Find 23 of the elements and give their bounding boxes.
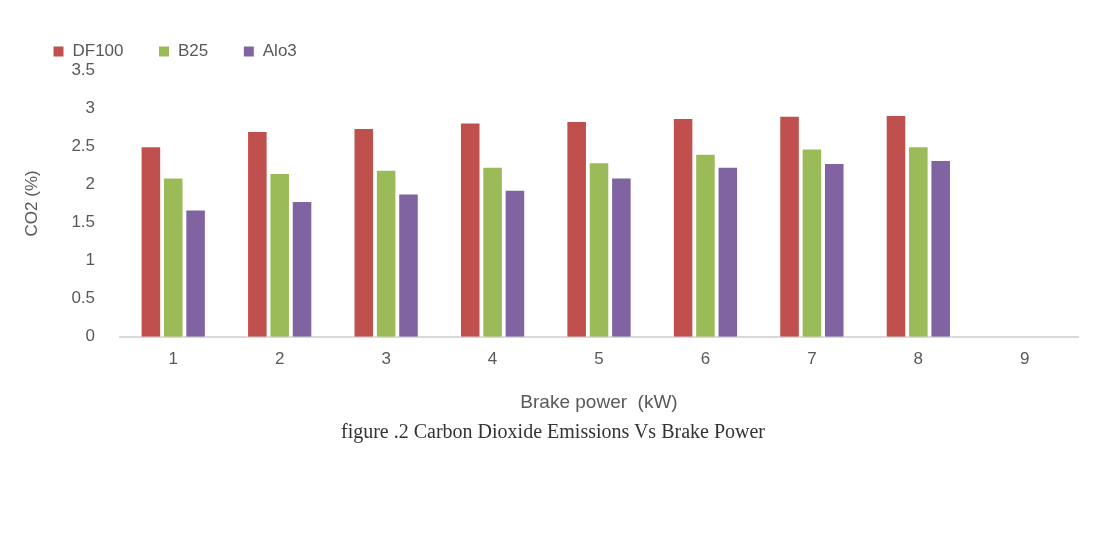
y-tick-label: 3 (85, 97, 96, 117)
y-tick-label: 0.5 (71, 288, 96, 308)
y-tick-label: 0 (85, 326, 96, 346)
x-axis-title: Brake power (kW) (520, 390, 678, 412)
legend-label: Alo3 (262, 41, 297, 61)
y-tick-label: 2.5 (71, 135, 96, 155)
text: figure .2 Carbon Dioxide Emissions Vs Brake Power (340, 420, 766, 443)
legend-label: B25 (178, 41, 209, 61)
legend-label: DF100 (72, 41, 124, 61)
x-tick-label: 8 (913, 348, 924, 368)
y-tick-label: 3.5 (71, 59, 96, 79)
x-tick-label: 3 (381, 348, 391, 368)
x-tick-label: 7 (807, 348, 817, 368)
x-tick-label: 2 (274, 348, 285, 368)
y-axis-title: CO2 (%) (21, 170, 41, 237)
x-tick-label: 1 (168, 348, 178, 368)
y-tick-label: 1.5 (71, 212, 96, 232)
x-tick-label: 5 (594, 348, 604, 368)
x-tick-label: 9 (1020, 348, 1030, 368)
x-tick-label: 6 (700, 348, 711, 368)
y-tick-label: 1 (85, 250, 96, 270)
x-tick-label: 4 (487, 348, 498, 368)
y-tick-label: 2 (85, 174, 96, 194)
